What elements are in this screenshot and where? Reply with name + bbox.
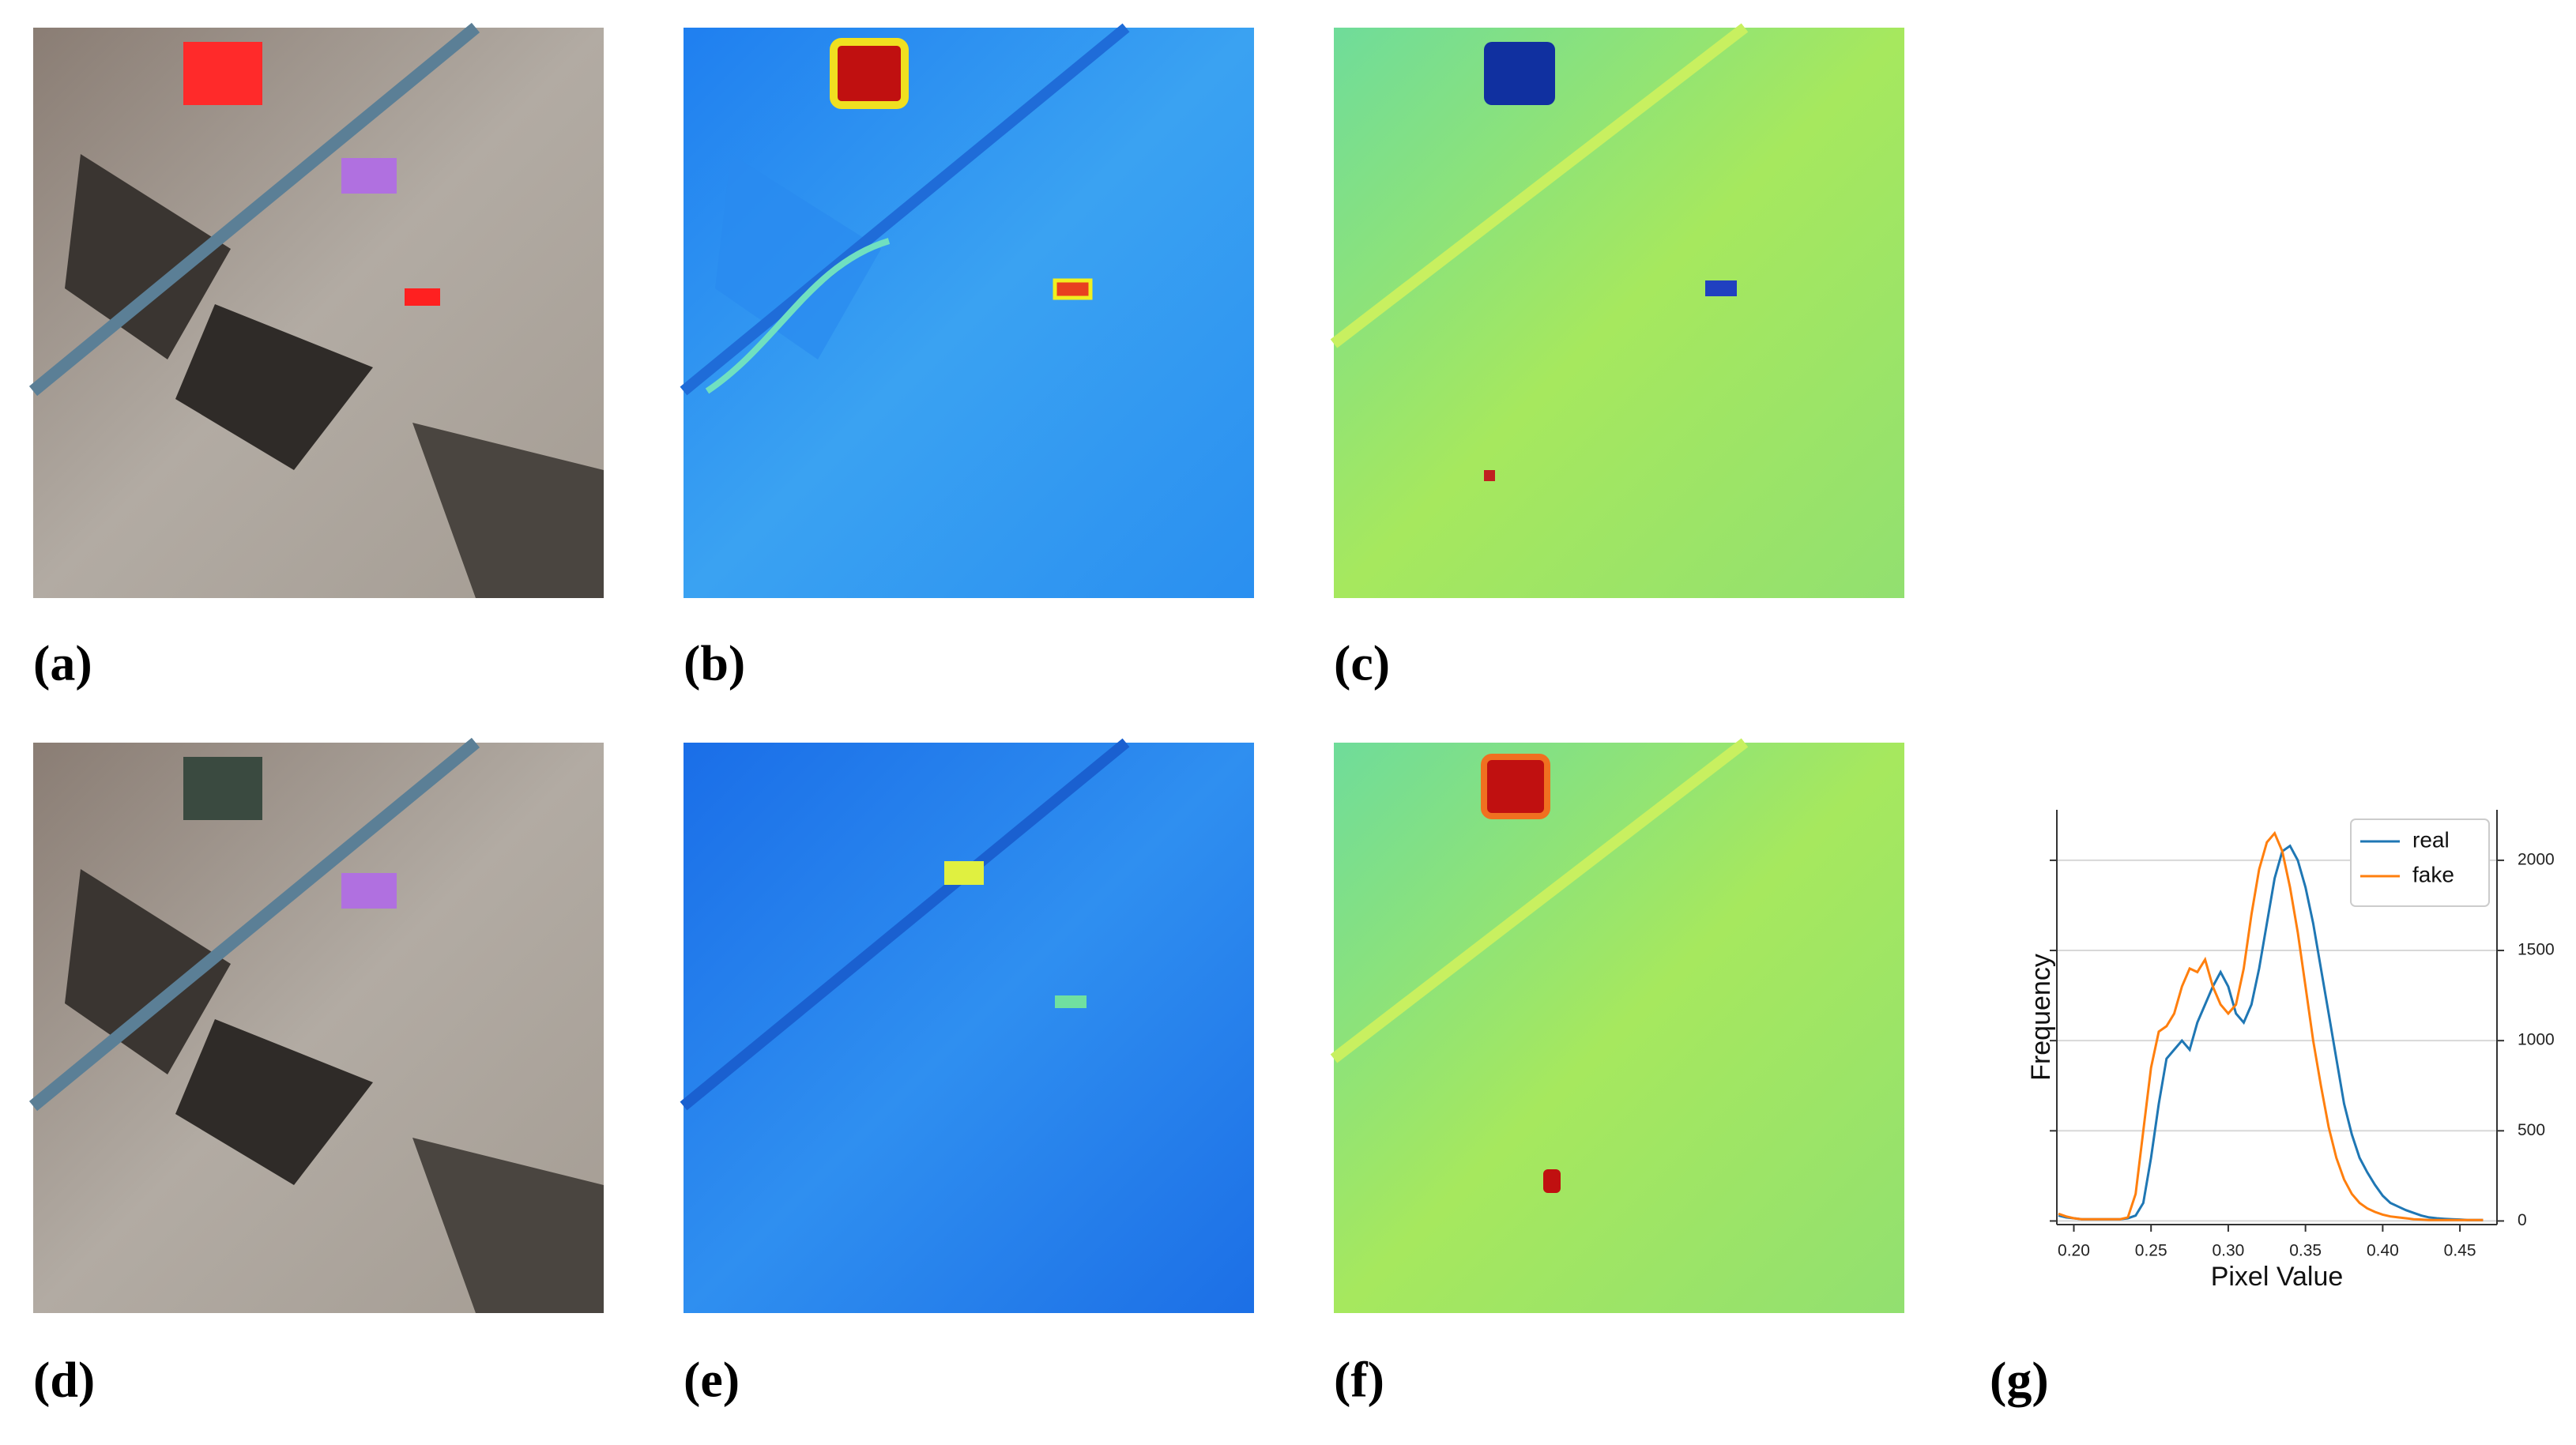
panel-label: (g) bbox=[1990, 1352, 2049, 1408]
legend-label: real bbox=[2412, 827, 2450, 852]
y-tick-label: 1000 bbox=[2518, 1031, 2555, 1049]
image-d bbox=[28, 737, 604, 1313]
y-tick-label: 500 bbox=[2518, 1121, 2545, 1139]
x-tick-label: 0.45 bbox=[2444, 1242, 2476, 1260]
panel-label: (c) bbox=[1334, 635, 1390, 691]
y-tick-label: 0 bbox=[2518, 1211, 2527, 1229]
y-axis-label: Frequency bbox=[2026, 954, 2056, 1081]
image-a bbox=[28, 22, 604, 598]
panel-label: (b) bbox=[684, 635, 745, 691]
series-line bbox=[2058, 844, 2484, 1221]
panel-label: (a) bbox=[33, 635, 92, 691]
panel-label: (f) bbox=[1334, 1352, 1384, 1408]
x-axis-label: Pixel Value bbox=[2211, 1262, 2344, 1292]
x-tick-label: 0.35 bbox=[2289, 1242, 2322, 1260]
panel-label: (d) bbox=[33, 1352, 95, 1408]
y-tick-label: 2000 bbox=[2518, 850, 2555, 868]
image-c bbox=[1330, 23, 1904, 598]
x-tick-label: 0.25 bbox=[2135, 1242, 2167, 1260]
image-b bbox=[680, 23, 1254, 598]
panel-label: (e) bbox=[684, 1352, 740, 1408]
image-f bbox=[1330, 738, 1904, 1313]
histogram-chart: 0 500 1000 1500 2000 0.20 0.25 0.30 0.35 0.40 0.45… bbox=[2026, 810, 2555, 1292]
x-tick-label: 0.30 bbox=[2212, 1242, 2244, 1260]
image-e bbox=[680, 738, 1254, 1313]
series-line bbox=[2058, 830, 2484, 1221]
legend-label: fake bbox=[2412, 862, 2454, 886]
x-tick-label: 0.20 bbox=[2058, 1242, 2090, 1260]
y-tick-label: 1500 bbox=[2518, 941, 2555, 959]
x-tick-label: 0.40 bbox=[2367, 1242, 2399, 1260]
